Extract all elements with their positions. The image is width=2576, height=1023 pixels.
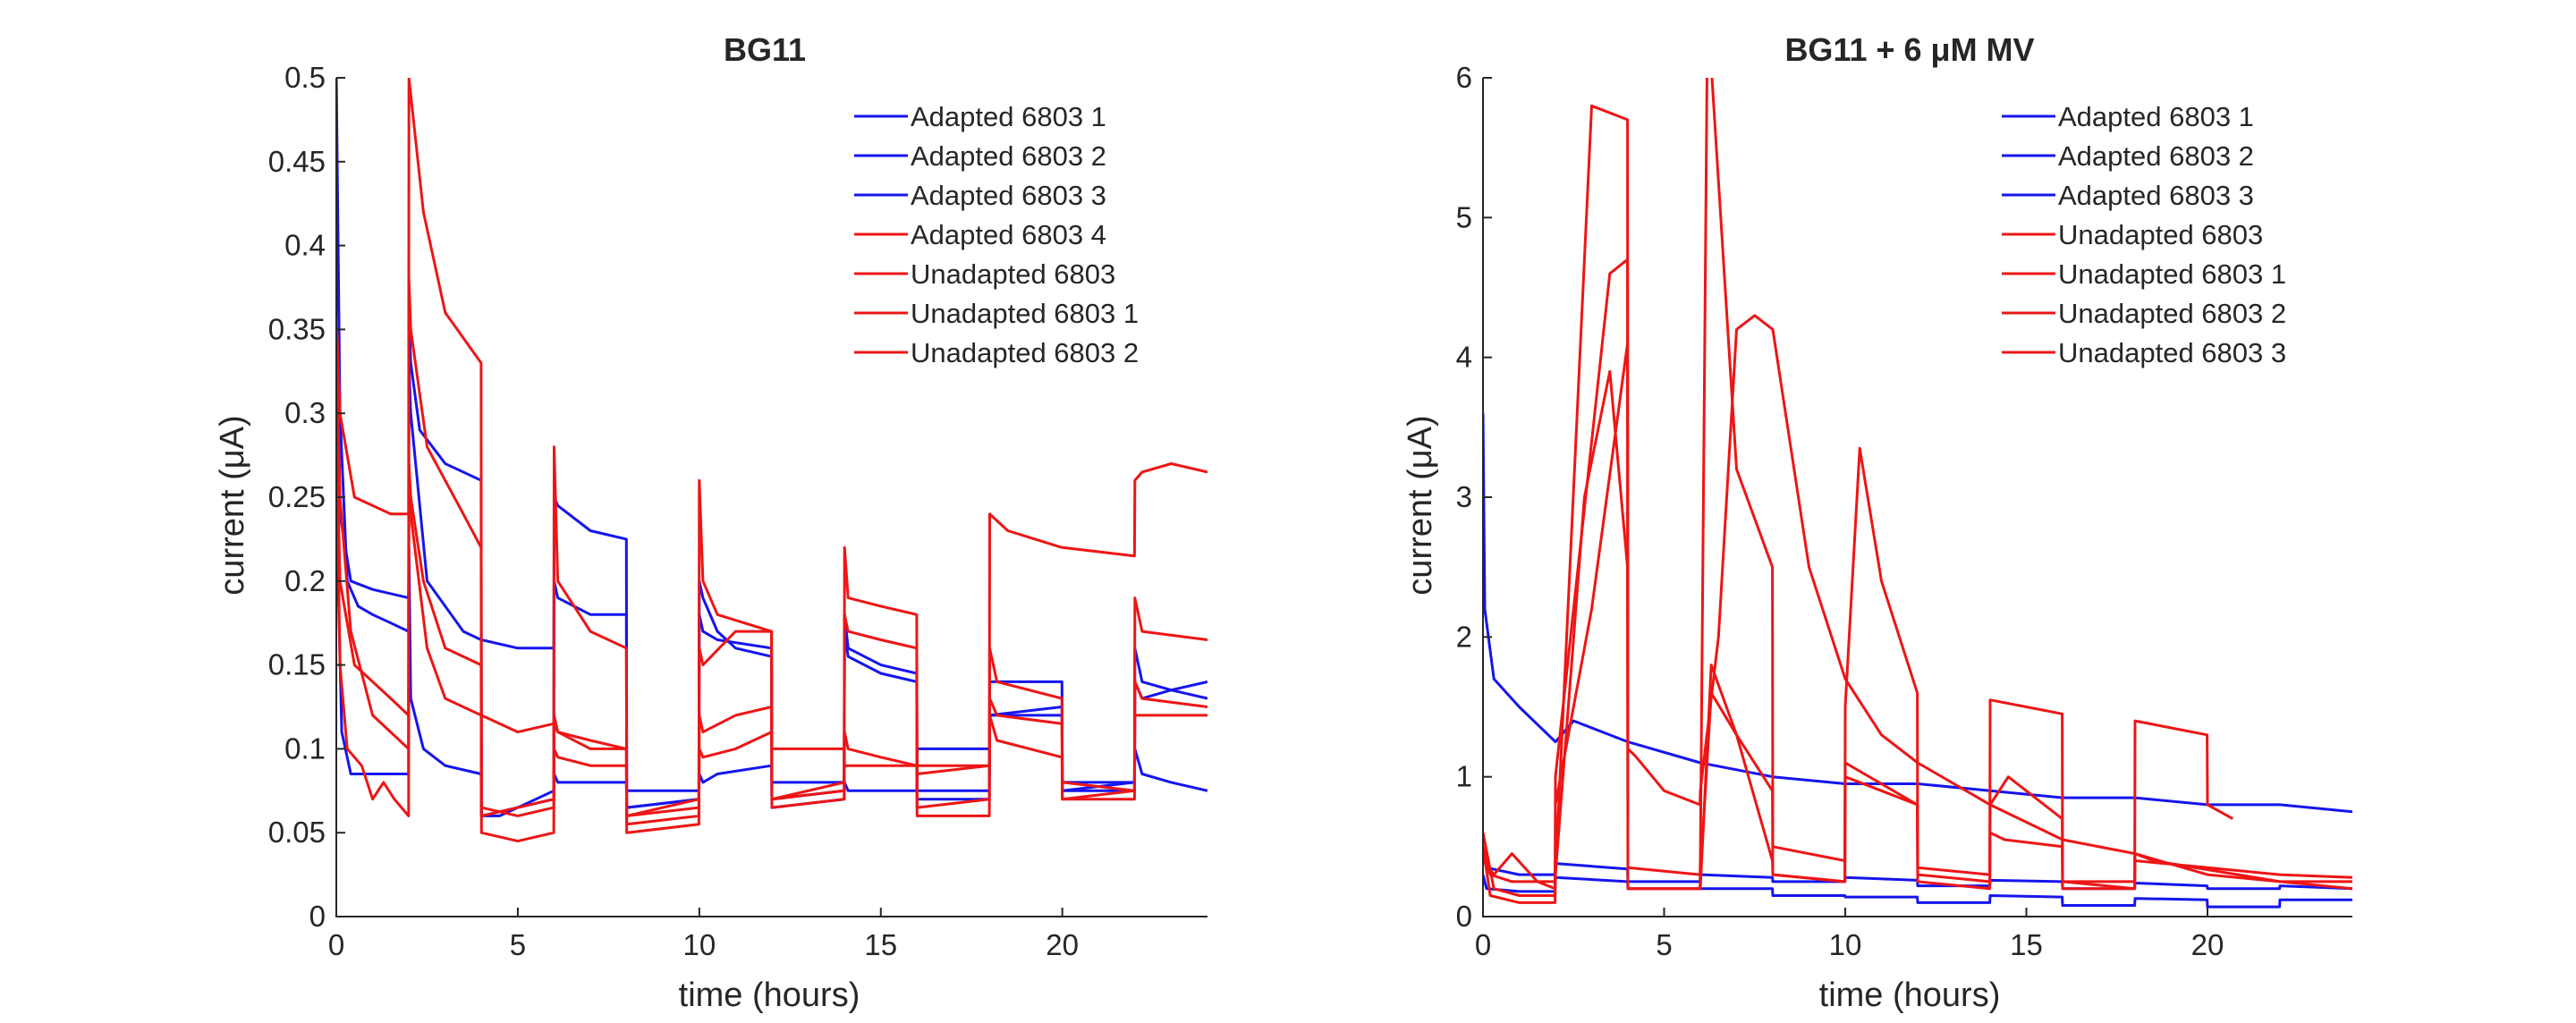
right-ytick-label: 5 (1456, 200, 1472, 233)
left-series-line-5 (336, 277, 1208, 826)
right-xtick-label: 15 (2010, 928, 2043, 961)
right-ytick-label: 0 (1456, 900, 1472, 933)
right-legend-label: Unadapted 6803 1 (2058, 258, 2286, 290)
right-chart: BG11 + 6 μM MV 0 5 10 15 20 0 1 2 3 4 5 6 Adapted 68… (1402, 31, 2352, 1014)
right-series-line-7 (1483, 342, 2352, 904)
left-xtick-label: 5 (510, 928, 526, 961)
right-legend: Adapted 6803 1 Adapted 6803 2 Adapted 6803… (2002, 101, 2286, 368)
left-legend-label: Adapted 6803 1 (911, 101, 1106, 132)
left-xtick-label: 20 (1046, 928, 1079, 961)
left-ytick-label: 0.4 (284, 229, 326, 262)
right-ytick-label: 6 (1456, 61, 1472, 94)
left-legend-label: Adapted 6803 2 (911, 140, 1106, 172)
left-ytick-label: 0.15 (268, 648, 326, 681)
left-chart-title: BG11 (724, 31, 806, 68)
right-legend-label: Adapted 6803 1 (2058, 101, 2254, 132)
left-ytick-label: 0.2 (284, 564, 326, 597)
left-series-line-6 (336, 413, 1208, 843)
right-chart-title: BG11 + 6 μM MV (1784, 31, 2034, 68)
left-legend: Adapted 6803 1 Adapted 6803 2 Adapted 6803… (854, 101, 1139, 368)
right-ytick-label: 3 (1456, 480, 1472, 513)
right-legend-label: Adapted 6803 2 (2058, 140, 2254, 172)
right-xtick-label: 0 (1475, 928, 1491, 961)
left-legend-label: Unadapted 6803 2 (911, 337, 1139, 368)
left-ytick-label: 0.1 (284, 731, 326, 765)
left-ytick-label: 0 (309, 900, 326, 933)
right-chart-ylabel: current (μA) (1402, 415, 1439, 595)
left-chart: BG11 0 5 10 15 2000.050.10.150.20.250.30.350… (214, 31, 1208, 1014)
left-series-line-7 (336, 413, 1208, 817)
right-legend-label: Unadapted 6803 2 (2058, 298, 2286, 329)
left-xtick-label: 0 (328, 928, 344, 961)
right-series-group (1483, 78, 2352, 909)
left-legend-label: Unadapted 6803 1 (911, 298, 1139, 329)
left-ytick-label: 0.45 (268, 145, 326, 178)
right-legend-label: Unadapted 6803 3 (2058, 337, 2286, 368)
left-ytick-label: 0.05 (268, 816, 326, 849)
left-xtick-label: 10 (682, 928, 716, 961)
right-series-line-2 (1483, 846, 2352, 891)
right-chart-xlabel: time (hours) (1819, 976, 2001, 1014)
right-legend-label: Unadapted 6803 (2058, 219, 2263, 250)
left-chart-xlabel: time (hours) (679, 976, 860, 1014)
left-series-group (336, 78, 1208, 843)
left-chart-plot: 0 5 10 15 20 0 0.05 0.1 0.15 0.2 0.25 0.3 0.35 0.4 0.4… (268, 61, 1208, 961)
left-legend-label: Adapted 6803 4 (911, 219, 1106, 250)
left-ytick-label: 0.35 (268, 312, 326, 345)
left-legend-label: Unadapted 6803 (911, 258, 1115, 290)
right-xtick-label: 5 (1656, 928, 1672, 961)
right-xtick-label: 10 (1829, 928, 1862, 961)
right-ytick-label: 2 (1456, 620, 1472, 653)
right-ytick-label: 1 (1456, 760, 1472, 793)
left-series-line-4 (336, 78, 1208, 817)
left-ytick-label: 0.25 (268, 480, 326, 513)
left-ytick-label: 0.3 (284, 396, 326, 429)
left-ytick-label: 0.5 (284, 61, 326, 94)
right-legend-label: Adapted 6803 3 (2058, 180, 2254, 211)
left-chart-ylabel: current (μA) (214, 415, 251, 595)
left-legend-label: Adapted 6803 3 (911, 180, 1106, 211)
right-ytick-label: 4 (1456, 341, 1472, 374)
right-xtick-label: 20 (2191, 928, 2224, 961)
left-xtick-label: 15 (864, 928, 897, 961)
